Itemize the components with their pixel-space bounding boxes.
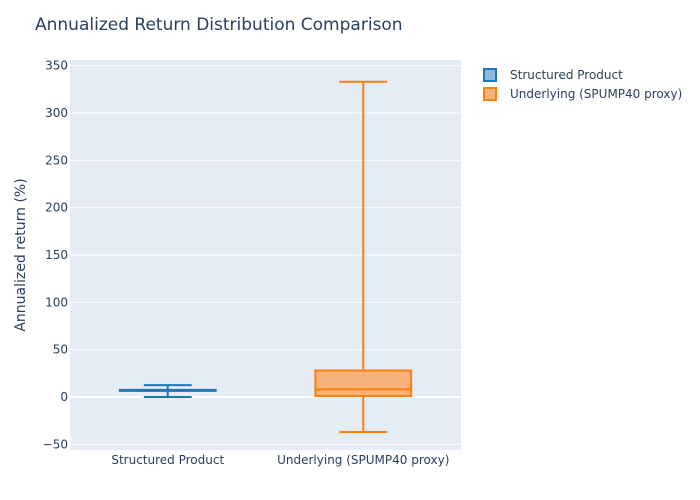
y-tick-label: 250	[45, 153, 68, 167]
box-underlying	[314, 80, 413, 434]
y-tick-label: −50	[43, 437, 68, 451]
grid-lines	[70, 65, 461, 445]
y-axis-title: Annualized return (%)	[13, 178, 29, 331]
legend-swatch	[483, 68, 497, 82]
legend-swatch	[483, 87, 497, 101]
y-axis-ticks: −50 0 50 100 150 200 250 300 350	[43, 59, 68, 452]
y-tick-label: 0	[60, 390, 68, 404]
y-tick-label: 150	[45, 248, 68, 262]
y-tick-label: 350	[45, 59, 68, 73]
chart-title: Annualized Return Distribution Compariso…	[35, 15, 403, 35]
x-axis-ticks: Structured Product Underlying (SPUMP40 pr…	[111, 453, 449, 467]
x-tick-label: Underlying (SPUMP40 proxy)	[277, 453, 449, 467]
y-tick-label: 100	[45, 295, 68, 309]
y-tick-label: 300	[45, 106, 68, 120]
legend-label: Underlying (SPUMP40 proxy)	[510, 87, 682, 101]
box-structured-product	[118, 384, 217, 398]
box-plots	[118, 80, 413, 434]
legend: Structured Product Underlying (SPUMP40 pr…	[483, 68, 682, 101]
legend-label: Structured Product	[510, 68, 623, 82]
box-iqr	[314, 369, 413, 398]
y-tick-label: 50	[53, 343, 68, 357]
y-tick-label: 200	[45, 201, 68, 215]
x-tick-label: Structured Product	[111, 453, 224, 467]
